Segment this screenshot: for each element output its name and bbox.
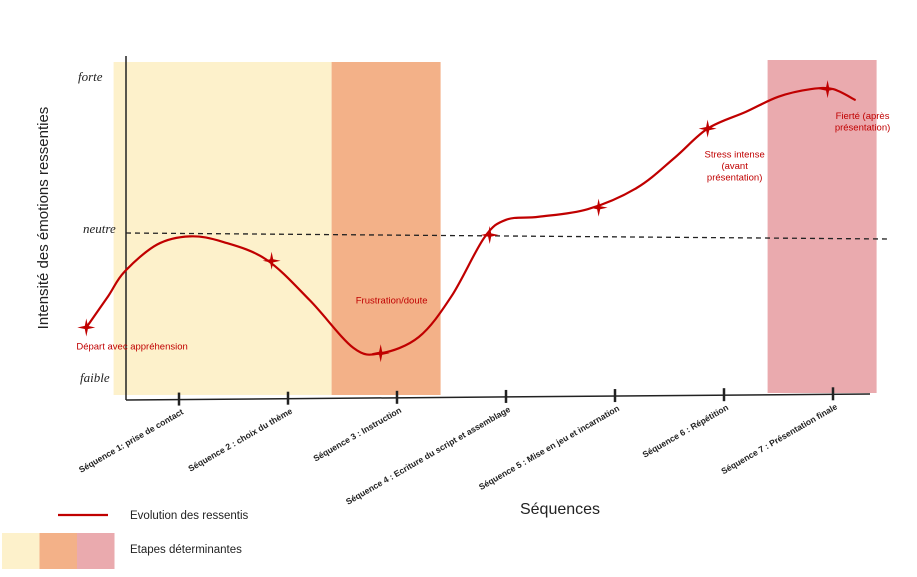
series-marker — [77, 318, 96, 337]
x-tick-label: Séquence 6 : Répétition — [641, 402, 730, 459]
y-level-forte: forte — [78, 69, 103, 84]
x-axis-title: Séquences — [520, 501, 600, 518]
series-line-evolution — [85, 86, 856, 356]
series-markers — [77, 80, 837, 363]
x-tick-label: Séquence 3 : Instruction — [312, 405, 403, 464]
stage-region-1 — [113, 62, 332, 395]
series-marker — [818, 80, 837, 99]
stage-region-2 — [331, 62, 441, 395]
annotations: Départ avec appréhension Frustration/dout… — [76, 111, 890, 352]
series-marker — [589, 198, 608, 217]
series-marker — [698, 119, 717, 138]
x-axis — [125, 393, 871, 401]
annotation-label: Départ avec appréhension — [76, 341, 187, 352]
legend-region-swatches — [2, 533, 115, 569]
annotation-label: Frustration/doute — [356, 295, 428, 306]
stage-region-3 — [767, 60, 877, 393]
x-tick-label: Séquence 7 : Présentation finale — [719, 401, 839, 476]
series-marker — [262, 251, 281, 270]
legend: Evolution des ressentis Etapes détermina… — [2, 510, 249, 569]
annotation-label: Stress intense (avant présentation) — [705, 150, 765, 184]
legend-swatch-1 — [2, 533, 40, 569]
y-level-labels: forte neutre faible — [78, 69, 116, 385]
series-marker — [480, 226, 499, 244]
legend-swatch-2 — [39, 533, 77, 569]
legend-swatch-3 — [77, 533, 115, 569]
series-marker — [371, 344, 390, 363]
x-tick-label: Séquence 1: prise de contact — [77, 407, 185, 475]
legend-line-label: Evolution des ressentis — [130, 510, 249, 522]
x-tick-label: Séquence 4 : Ecriture du script et assem… — [344, 404, 512, 507]
x-ticks — [177, 387, 835, 406]
neutral-line — [125, 232, 889, 240]
y-axis-title: Intensité des émotions ressenties — [35, 107, 52, 330]
stage-regions — [113, 60, 877, 395]
annotation-label: Fierté (après présentation) — [835, 111, 890, 134]
x-tick-labels: Séquence 1: prise de contact Séquence 2 :… — [77, 401, 839, 506]
legend-regions-label: Etapes déterminantes — [130, 544, 242, 556]
x-tick-label: Séquence 2 : choix du thème — [186, 406, 294, 474]
axes — [125, 56, 871, 401]
y-level-faible: faible — [80, 370, 110, 385]
y-level-neutre: neutre — [83, 221, 116, 236]
